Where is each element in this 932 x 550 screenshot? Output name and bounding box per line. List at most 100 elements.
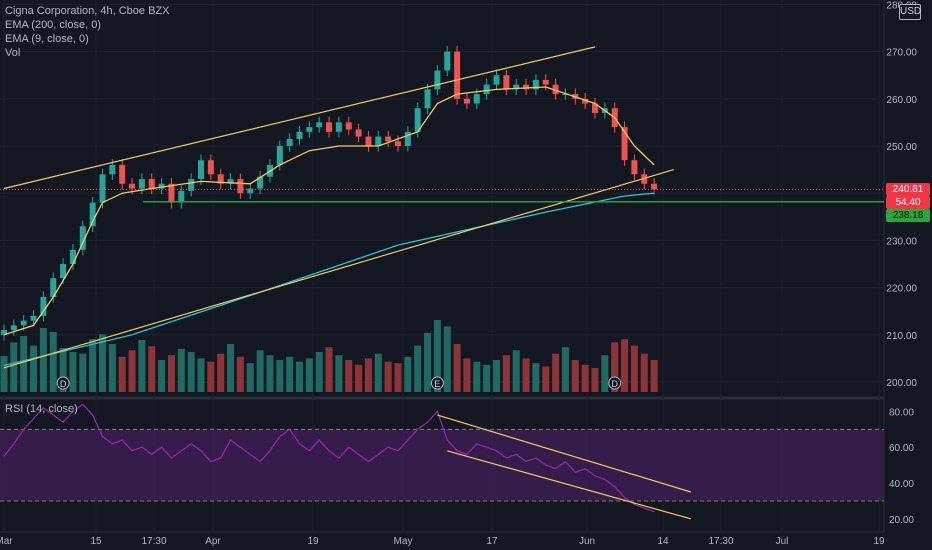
price-trendline[interactable]: [3, 169, 674, 369]
candle[interactable]: [286, 133, 293, 152]
candle[interactable]: [355, 123, 362, 143]
candle[interactable]: [631, 154, 638, 180]
candle[interactable]: [513, 78, 520, 96]
volume-bar[interactable]: [601, 355, 609, 392]
volume-bar[interactable]: [364, 358, 372, 392]
candle[interactable]: [69, 244, 76, 270]
volume-bar[interactable]: [345, 360, 353, 392]
candle[interactable]: [641, 168, 648, 190]
rsi-trendline[interactable]: [447, 450, 691, 520]
volume-bar[interactable]: [512, 350, 520, 392]
candle[interactable]: [227, 173, 234, 190]
volume-bar[interactable]: [611, 342, 619, 392]
volume-bar[interactable]: [355, 364, 363, 392]
candle[interactable]: [424, 83, 431, 114]
ema200-line[interactable]: [3, 192, 655, 367]
candle[interactable]: [326, 116, 333, 138]
volume-bar[interactable]: [414, 345, 422, 392]
candle[interactable]: [532, 74, 539, 96]
volume-bar[interactable]: [0, 356, 8, 392]
volume-bar[interactable]: [207, 361, 215, 392]
symbol-title[interactable]: Cigna Corporation, 4h, Cboe BZX: [5, 5, 170, 17]
volume-bar[interactable]: [552, 353, 560, 392]
rsi-line[interactable]: [3, 403, 655, 513]
volume-bar[interactable]: [158, 360, 166, 392]
volume-bar[interactable]: [246, 363, 254, 392]
volume-bar[interactable]: [89, 339, 97, 392]
candle[interactable]: [40, 291, 47, 322]
candle[interactable]: [1, 324, 7, 341]
candle[interactable]: [651, 178, 658, 196]
candle[interactable]: [385, 130, 392, 147]
volume-bar[interactable]: [177, 348, 185, 392]
candle[interactable]: [198, 154, 204, 185]
volume-bar[interactable]: [621, 339, 629, 392]
candle[interactable]: [483, 78, 490, 100]
volume-bar[interactable]: [522, 358, 530, 392]
volume-bar[interactable]: [305, 358, 313, 392]
volume-bar[interactable]: [443, 326, 451, 392]
candle[interactable]: [316, 116, 323, 133]
volume-bar[interactable]: [30, 345, 38, 392]
volume-bar[interactable]: [10, 342, 18, 392]
candle[interactable]: [296, 126, 303, 145]
volume-bar[interactable]: [630, 345, 638, 392]
volume-bar[interactable]: [502, 355, 510, 392]
volume-bar[interactable]: [49, 332, 57, 392]
candle[interactable]: [523, 78, 530, 96]
price-trendline[interactable]: [3, 46, 596, 190]
volume-bar[interactable]: [99, 334, 106, 392]
candle[interactable]: [592, 97, 598, 119]
rsi-legend[interactable]: RSI (14, close): [5, 403, 78, 415]
candle[interactable]: [463, 93, 470, 110]
volume-bar[interactable]: [335, 355, 343, 392]
volume-bar[interactable]: [394, 363, 402, 392]
currency-badge[interactable]: USD: [899, 4, 921, 20]
volume-bar[interactable]: [542, 366, 550, 392]
volume-bar[interactable]: [591, 368, 599, 392]
volume-bar[interactable]: [266, 355, 274, 392]
volume-bar[interactable]: [463, 358, 471, 392]
candle[interactable]: [99, 168, 106, 209]
volume-bar[interactable]: [483, 364, 491, 392]
candle[interactable]: [89, 196, 96, 232]
volume-bar[interactable]: [473, 361, 481, 392]
ema9-legend[interactable]: EMA (9, close, 0): [5, 33, 89, 45]
volume-bar[interactable]: [640, 353, 648, 392]
candle[interactable]: [79, 220, 86, 256]
volume-bar[interactable]: [227, 344, 235, 392]
candle[interactable]: [552, 78, 559, 100]
candle[interactable]: [503, 69, 510, 96]
volume-bar[interactable]: [424, 332, 432, 392]
candle[interactable]: [30, 310, 37, 327]
volume-bar[interactable]: [433, 320, 441, 392]
volume-bar[interactable]: [20, 336, 28, 392]
volume-bar[interactable]: [325, 347, 333, 392]
volume-bar[interactable]: [374, 353, 382, 392]
candle[interactable]: [335, 116, 342, 138]
candle[interactable]: [444, 45, 451, 77]
ema200-legend[interactable]: EMA (200, close, 0): [5, 19, 101, 31]
volume-bar[interactable]: [276, 360, 284, 392]
ema9-line[interactable]: [3, 86, 655, 336]
candle[interactable]: [148, 173, 155, 195]
candle[interactable]: [375, 130, 382, 152]
candle[interactable]: [493, 69, 500, 91]
volume-bar[interactable]: [453, 344, 461, 392]
volume-bar[interactable]: [236, 356, 244, 392]
candle[interactable]: [404, 126, 411, 152]
volume-bar[interactable]: [581, 364, 589, 392]
candle[interactable]: [158, 178, 165, 195]
volume-bar[interactable]: [217, 353, 225, 392]
volume-bar[interactable]: [39, 328, 47, 392]
volume-bar[interactable]: [286, 356, 294, 392]
candle[interactable]: [257, 171, 264, 195]
candle[interactable]: [188, 173, 195, 197]
volume-bar[interactable]: [571, 360, 579, 392]
volume-bar[interactable]: [138, 340, 146, 392]
candle[interactable]: [621, 121, 628, 166]
volume-bar[interactable]: [384, 361, 392, 392]
volume-bar[interactable]: [128, 350, 136, 392]
volume-bar[interactable]: [404, 356, 412, 392]
